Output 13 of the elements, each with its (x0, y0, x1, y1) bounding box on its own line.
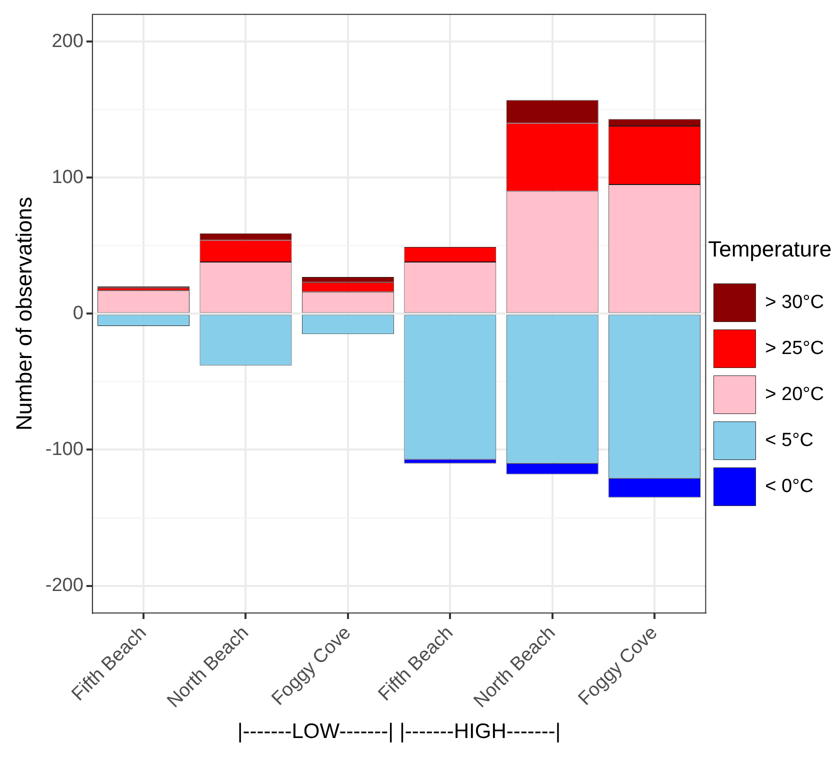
y-tick-label: 0 (72, 302, 84, 324)
legend-label: < 5°C (765, 430, 814, 451)
y-tick-label: 100 (52, 166, 84, 188)
legend-label: > 30°C (765, 292, 824, 313)
y-tick-label: -100 (45, 438, 84, 460)
y-tick-label: -200 (45, 575, 84, 596)
legend-label: > 25°C (765, 338, 824, 359)
x-axis-title: |-------LOW-------| |-------HIGH-------| (237, 720, 561, 744)
y-tick-label: 200 (52, 30, 84, 52)
legend-title: Temperature (708, 236, 832, 262)
legend-label: > 20°C (765, 384, 824, 405)
legend-label: < 0°C (765, 476, 814, 497)
y-axis-title: Number of observations (11, 196, 36, 430)
